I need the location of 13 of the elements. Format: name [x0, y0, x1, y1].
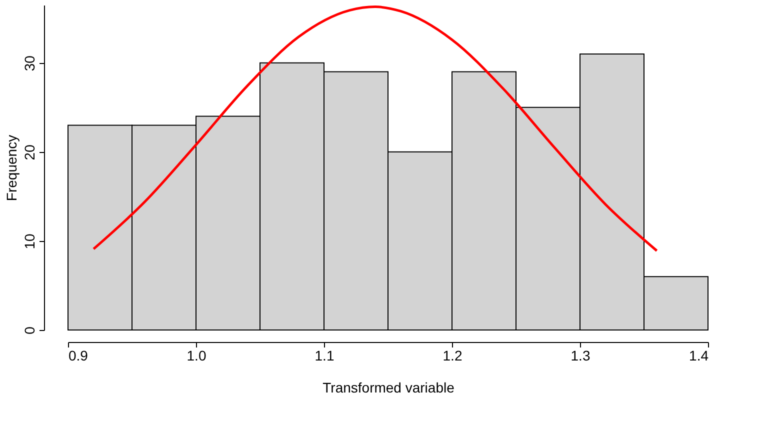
x-tick-label: 1.2	[442, 348, 462, 364]
x-tick-label: 1.3	[570, 348, 590, 364]
x-axis-title: Transformed variable	[322, 380, 455, 396]
y-tick-label: 20	[22, 144, 38, 160]
y-axis-title: Frequency	[4, 134, 20, 202]
x-tick-label: 1.0	[186, 348, 206, 364]
y-tick-label: 10	[22, 233, 38, 250]
line-series	[92, 6, 658, 252]
y-tick-label: 0	[22, 326, 38, 334]
x-tick-label: 0.9	[68, 348, 88, 364]
x-tick-label: 1.4	[689, 348, 709, 364]
x-tick-label: 1.1	[314, 348, 334, 364]
y-tick-label: 30	[22, 55, 38, 72]
